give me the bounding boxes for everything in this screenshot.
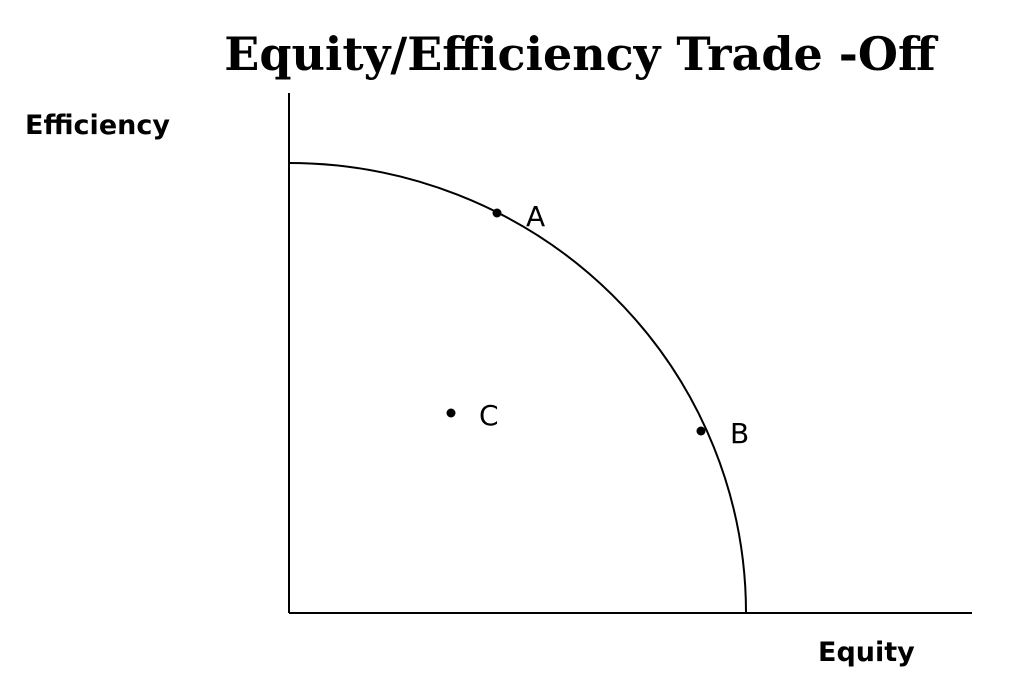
tradeoff-frontier-curve — [288, 162, 747, 614]
point-c-label: C — [479, 399, 499, 432]
point-a-marker — [492, 208, 502, 218]
point-b-marker — [696, 426, 706, 436]
point-a-label: A — [526, 200, 545, 233]
diagram-title: Equity/Efficiency Trade -Off — [224, 27, 939, 81]
point-b-label: B — [730, 417, 749, 450]
x-axis-label: Equity — [818, 637, 915, 668]
point-c-marker — [446, 408, 456, 418]
y-axis-label: Efficiency — [25, 110, 170, 141]
